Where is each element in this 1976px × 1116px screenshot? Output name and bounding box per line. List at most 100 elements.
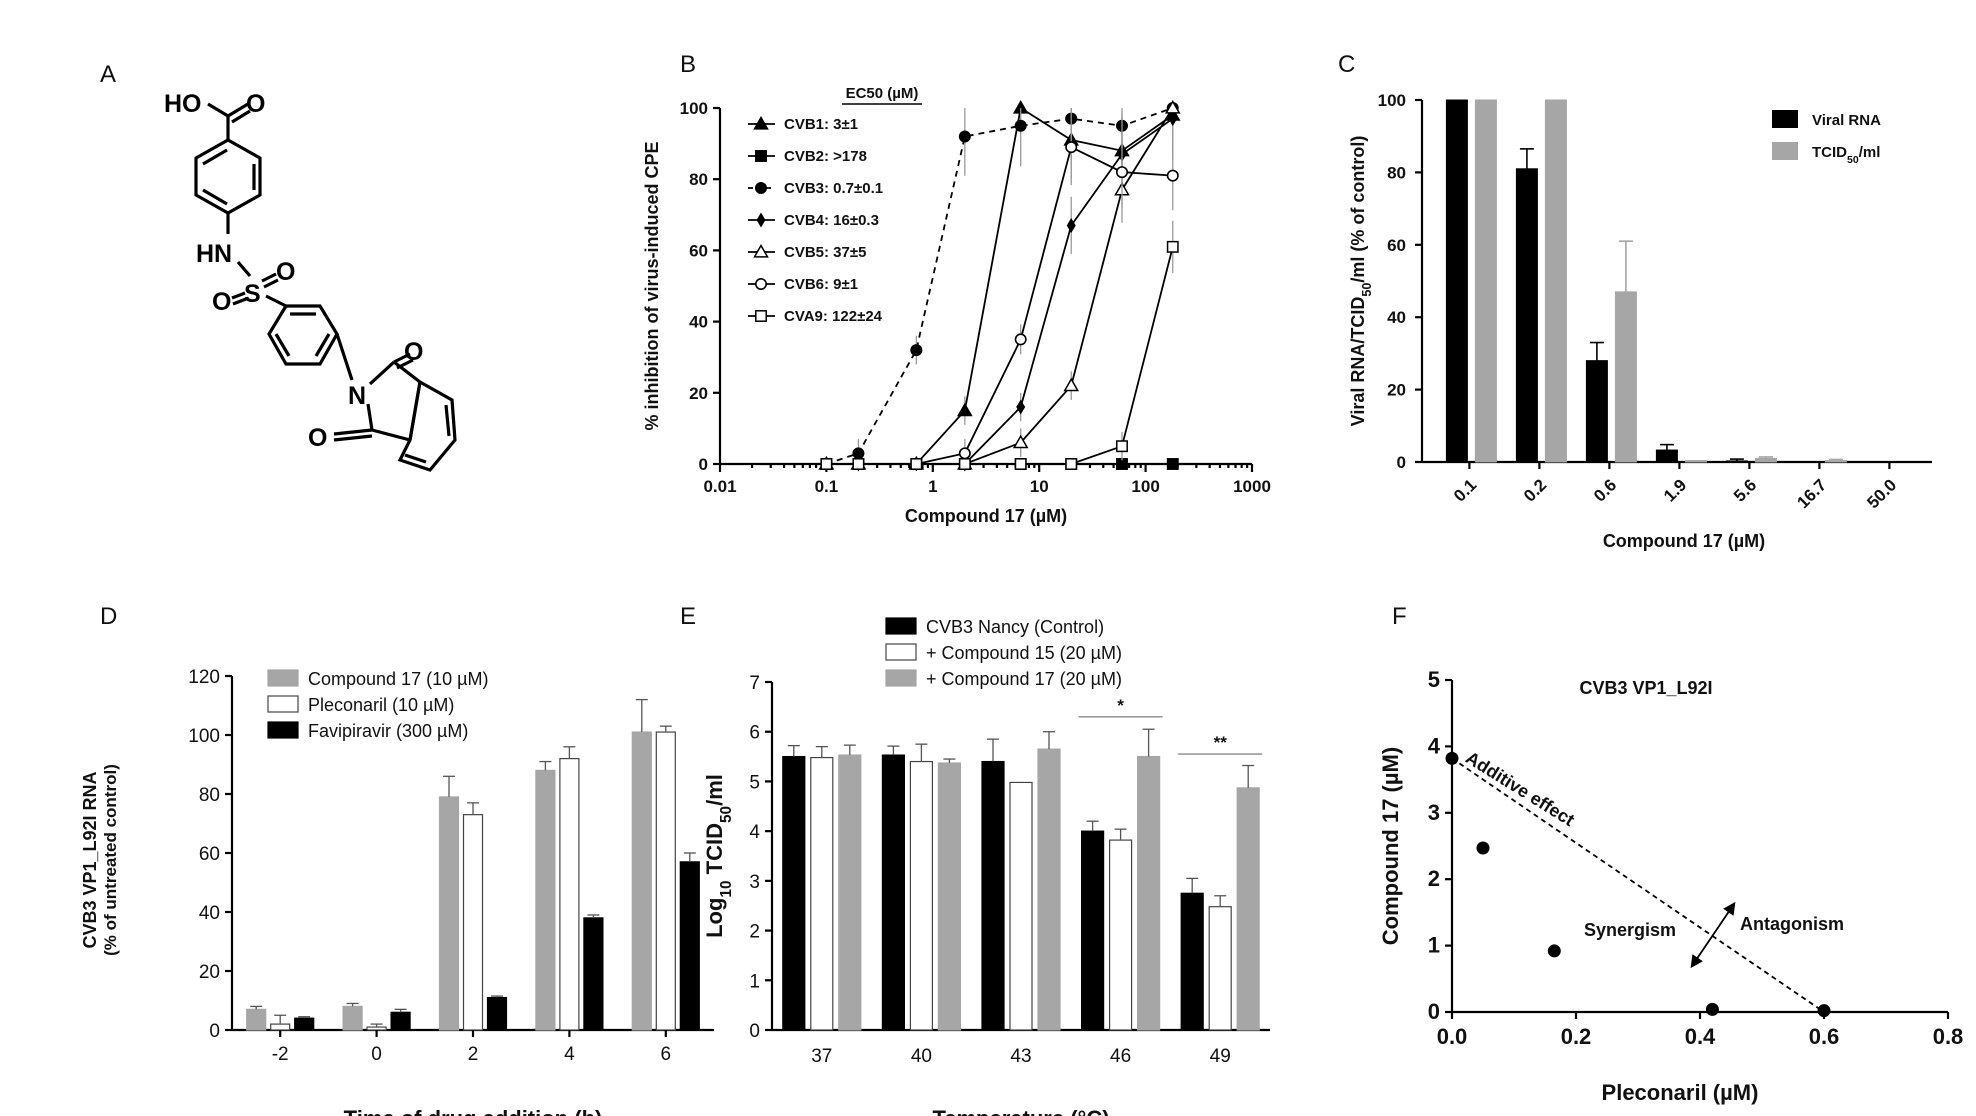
data-point xyxy=(1016,399,1026,415)
legend-swatch xyxy=(267,669,299,687)
bar xyxy=(1655,449,1678,463)
legend-swatch xyxy=(885,643,917,661)
legend-marker xyxy=(756,212,766,228)
x-tick-label: 0.0 xyxy=(1437,1024,1468,1049)
annotation-synergism: Synergism xyxy=(1584,920,1676,940)
panel-label-b: B xyxy=(680,51,696,78)
legend-entry: + Compound 17 (20 µM) xyxy=(926,669,1122,689)
data-point xyxy=(910,458,923,470)
legend-marker xyxy=(753,115,769,130)
x-tick-label: 0.2 xyxy=(1520,475,1550,505)
atom-ho: HO xyxy=(164,90,202,118)
y-axis-subtitle: (% of untreated control) xyxy=(101,764,120,956)
data-point xyxy=(1166,240,1179,253)
data-point xyxy=(1066,218,1076,233)
legend-swatch xyxy=(885,669,917,687)
bar xyxy=(246,1008,267,1031)
bar xyxy=(462,814,484,1031)
data-point xyxy=(1168,111,1178,127)
x-tick-label: 0.4 xyxy=(1685,1024,1716,1049)
y-tick-label: 40 xyxy=(199,903,220,924)
y-tick-label: 60 xyxy=(689,241,708,260)
significance-marker: * xyxy=(1117,696,1124,715)
x-tick-label: 0 xyxy=(371,1044,382,1065)
legend-marker xyxy=(754,277,767,290)
legend-entry: CVB4: 16±0.3 xyxy=(784,212,879,229)
data-point xyxy=(1166,458,1179,470)
y-tick-label: 100 xyxy=(680,99,708,118)
bar xyxy=(655,731,676,1031)
panel-label-a: A xyxy=(100,61,116,88)
bar xyxy=(679,861,700,1031)
series-line xyxy=(826,106,1174,465)
series-line xyxy=(826,107,1174,465)
bar xyxy=(1180,892,1204,1031)
series-6 xyxy=(820,220,1179,470)
x-tick-label: 4 xyxy=(564,1044,575,1065)
bar xyxy=(1108,839,1133,1031)
x-axis-title: Pleconaril (µM) xyxy=(1602,1080,1759,1105)
bar xyxy=(438,796,460,1031)
panel-label-f: F xyxy=(1392,603,1407,630)
y-axis-title: Compound 17 (µM) xyxy=(1378,747,1403,945)
series-2 xyxy=(820,102,1179,470)
legend-entry: CVB2: >178 xyxy=(784,148,867,165)
y-tick-label: 0 xyxy=(699,455,708,474)
data-point xyxy=(958,458,971,470)
legend-marker xyxy=(755,310,767,322)
legend-marker xyxy=(754,182,767,195)
y-tick-label: 0 xyxy=(1428,999,1440,1024)
bar xyxy=(294,1017,315,1031)
x-tick-label: 0.2 xyxy=(1561,1024,1592,1049)
y-tick-label: 2 xyxy=(1428,866,1440,891)
series-3 xyxy=(821,108,1178,472)
y-tick-label: 6 xyxy=(749,723,760,744)
bar xyxy=(1684,460,1707,463)
panel-label-c: C xyxy=(1338,51,1355,78)
y-tick-label: 5 xyxy=(749,772,760,793)
bar xyxy=(810,756,834,1031)
y-tick-label: 5 xyxy=(1428,667,1440,692)
legend-entry: Favipiravir (300 µM) xyxy=(308,721,468,741)
bar xyxy=(1515,168,1538,463)
y-tick-label: 0 xyxy=(1397,453,1406,472)
series-0 xyxy=(818,99,1181,470)
y-tick-label: 120 xyxy=(188,667,220,688)
legend-entry: Compound 17 (10 µM) xyxy=(308,669,488,689)
bar xyxy=(1754,457,1777,463)
bar xyxy=(1037,748,1061,1031)
series-line xyxy=(826,246,1174,465)
legend-entry: Viral RNA xyxy=(1812,112,1881,129)
data-point xyxy=(910,344,923,357)
y-axis-title: % inhibition of virus-induced CPE xyxy=(642,141,662,430)
data-point xyxy=(1817,1004,1831,1018)
x-axis-title: Compound 17 (µM) xyxy=(1603,531,1765,551)
x-tick-label: 0.1 xyxy=(815,477,839,496)
data-point xyxy=(1547,944,1561,958)
x-axis-title: Time of drug addition (h) xyxy=(344,1106,603,1116)
x-tick-label: 37 xyxy=(811,1046,832,1067)
chart-title: CVB3 VP1_L92I xyxy=(1579,678,1712,698)
y-axis-title: CVB3 VP1_L92I RNA xyxy=(80,771,100,948)
data-point xyxy=(852,458,865,470)
y-tick-label: 7 xyxy=(749,673,760,694)
y-axis-title: Viral RNA/TCID50/ml (% of control) xyxy=(1348,136,1374,427)
data-point xyxy=(820,458,833,470)
x-axis-title: Temperature (°C) xyxy=(932,1106,1109,1116)
additive-line xyxy=(1451,757,1825,1013)
bar xyxy=(366,1026,387,1031)
series-line xyxy=(826,107,1174,465)
legend-entry: Pleconaril (10 µM) xyxy=(308,695,454,715)
y-tick-label: 40 xyxy=(689,313,708,332)
y-tick-label: 2 xyxy=(749,922,760,943)
x-tick-label: 16.7 xyxy=(1793,475,1830,512)
legend-entry: TCID50/ml xyxy=(1812,144,1880,166)
legend-swatch xyxy=(885,617,917,635)
y-tick-label: 20 xyxy=(199,962,220,983)
bar xyxy=(981,760,1005,1031)
x-tick-label: 6 xyxy=(661,1044,672,1065)
panel-label-e: E xyxy=(680,603,696,630)
legend-entry: CVB3: 0.7±0.1 xyxy=(784,180,883,197)
data-point xyxy=(1063,377,1080,392)
legend-marker xyxy=(755,150,767,162)
